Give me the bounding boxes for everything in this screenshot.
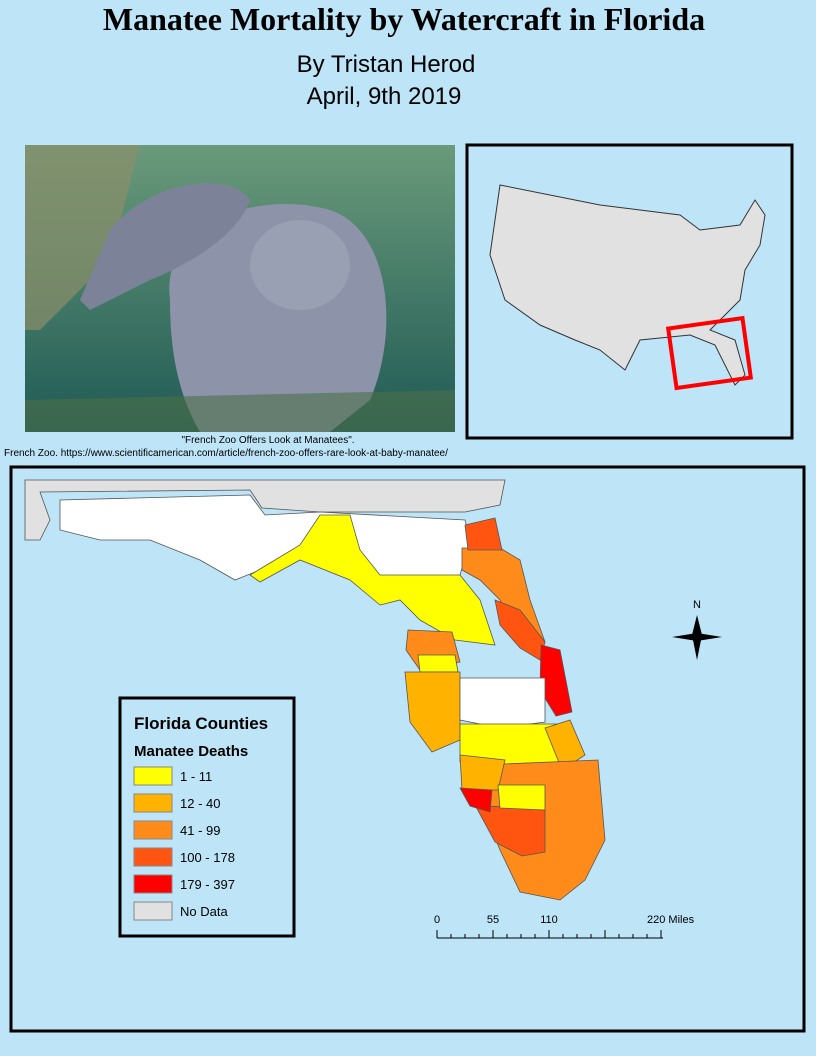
neighbor-state: [24, 479, 506, 541]
title: Manatee Mortality by Watercraft in Flori…: [103, 1, 705, 37]
legend-swatch: [133, 847, 173, 867]
county-group: [544, 719, 586, 771]
scale-label: 55: [487, 914, 499, 926]
scale-label: 110: [540, 914, 558, 926]
legend-label: 100 - 178: [180, 850, 235, 865]
us-map: [489, 184, 766, 386]
date: April, 9th 2019: [307, 83, 462, 110]
county-group: [417, 654, 459, 673]
legend-swatch: [133, 766, 173, 786]
legend-swatch: [133, 820, 173, 840]
county-group: [249, 514, 496, 646]
legend-frame: [118, 696, 296, 938]
legend: 1 - 11 12 - 40 41 - 99 100 - 178 179 - 397 No…: [133, 766, 235, 921]
legend-swatch: [133, 793, 173, 813]
north-label: N: [693, 599, 701, 611]
county-group: [459, 677, 546, 729]
north-arrow: N: [672, 599, 722, 660]
photo: [25, 145, 455, 432]
county-group: [494, 599, 546, 661]
photo-caption: "French Zoo Offers Look at Manatees".: [181, 435, 354, 446]
county-group: [497, 784, 546, 811]
county-group: [464, 517, 503, 551]
legend-title: Florida Counties: [134, 714, 268, 733]
legend-label: 179 - 397: [180, 877, 235, 892]
legend-swatch: [133, 874, 173, 894]
photo-source: French Zoo. https://www.scientificameric…: [4, 448, 448, 459]
legend-swatch: [133, 901, 173, 921]
florida-map: [24, 479, 606, 901]
county-group: [459, 787, 493, 813]
legend-subtitle: Manatee Deaths: [134, 743, 248, 760]
legend-label: 12 - 40: [180, 796, 220, 811]
scale-label: 220 Miles: [647, 914, 695, 926]
legend-label: 41 - 99: [180, 823, 220, 838]
legend-label: No Data: [180, 904, 228, 919]
county-group: [404, 671, 461, 753]
scale-bar: 0 55 110 220 Miles: [434, 914, 695, 939]
county-group: [459, 754, 506, 791]
author: By Tristan Herod: [297, 51, 476, 78]
scale-label: 0: [434, 914, 440, 926]
legend-label: 1 - 11: [180, 769, 212, 784]
inset-highlight: [665, 315, 754, 391]
